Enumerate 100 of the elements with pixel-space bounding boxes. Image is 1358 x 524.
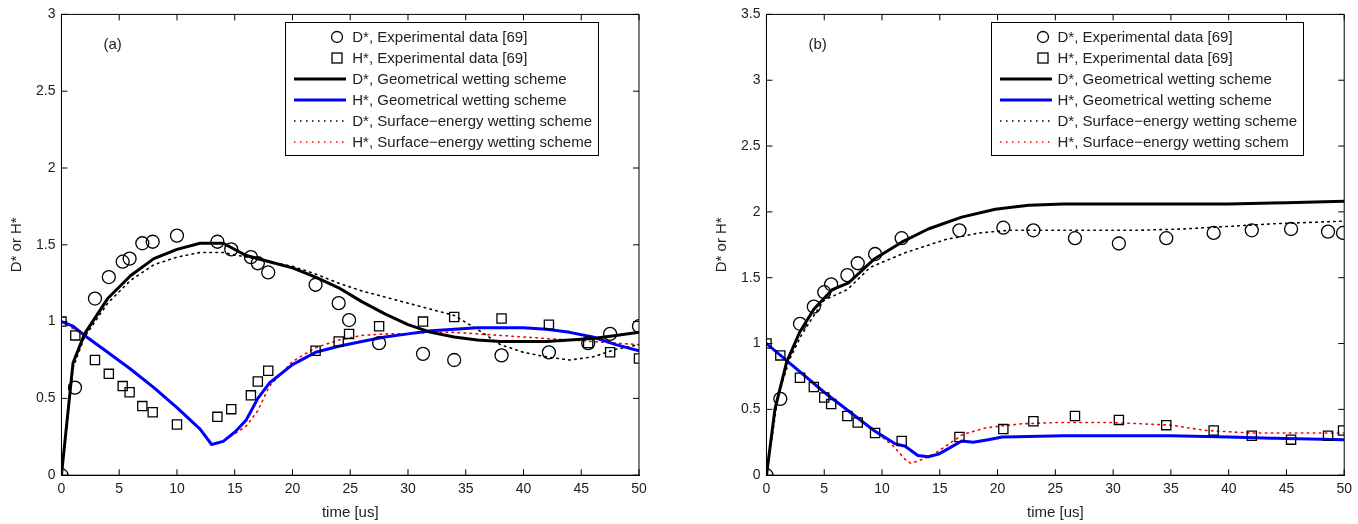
x-tick-label: 5 [820,480,829,497]
legend-label: D*, Surface−energy wetting scheme [352,111,592,132]
y-tick-label: 3.5 [740,5,761,22]
point [135,236,150,251]
y-tick-label: 3 [47,5,56,22]
legend-label: D*, Surface−energy wetting scheme [1057,111,1298,132]
legend-label: H*, Surface−energy wetting scheme [352,132,592,153]
point [226,403,237,415]
point [850,256,865,271]
point [333,336,344,347]
point [70,330,81,341]
point [496,313,507,324]
point [341,312,357,328]
point [89,354,101,366]
point [243,249,259,265]
point [210,234,225,249]
legend-label: D*, Experimental data [69] [1057,27,1233,48]
point [373,320,385,332]
x-tick-label: 45 [573,480,590,497]
point [954,431,965,443]
point [371,335,387,351]
point [448,311,460,323]
point [245,390,257,401]
point [1285,434,1297,445]
point [894,231,909,246]
point [996,220,1011,235]
x-tick-label: 25 [1047,480,1064,497]
point [67,380,83,395]
point [101,269,116,285]
x-tick-label: 15 [932,480,948,497]
legend-label: H*, Surface−energy wetting schem [1057,132,1289,153]
x-tick-label: 30 [1105,480,1122,497]
point [869,427,881,439]
legend-label: D*, Geometrical wetting scheme [1057,69,1272,90]
x-tick-label: 50 [1336,480,1353,497]
point [417,316,429,327]
x-tick-label: 30 [400,480,416,497]
legend-label: H*, Experimental data [69] [352,48,528,69]
point [310,345,321,357]
point [147,406,158,418]
point [604,347,616,358]
point [415,346,431,362]
point [1244,223,1259,238]
point [1026,223,1041,238]
point [262,365,274,376]
point [808,381,820,393]
x-tick-label: 10 [169,480,185,497]
point [1111,236,1127,251]
y-tick-label: 0 [752,466,761,483]
point [1320,224,1336,239]
point [602,326,618,342]
legend-label: H*, Geometrical wetting scheme [352,90,567,111]
point [775,350,786,361]
point [117,380,128,392]
x-tick-label: 25 [342,480,359,497]
point [1113,414,1125,426]
point [250,256,265,271]
x-axis-title: time [us] [1026,503,1084,521]
x-tick-label: 35 [1163,480,1179,497]
point [792,316,808,331]
point [1283,221,1299,237]
y-tick-label: 3 [752,71,761,88]
y-tick-label: 1 [752,334,761,351]
x-tick-label: 35 [457,480,474,497]
point [103,368,115,380]
point [1161,419,1172,431]
point [773,391,788,406]
point [817,285,832,300]
y-tick-label: 2.5 [740,136,761,153]
y-axis-title: D* or H* [712,217,730,273]
legend-label: H*, Experimental data [69] [1057,48,1233,69]
y-tick-label: 2 [752,202,761,219]
point [1159,231,1174,246]
annotation: (b) [808,34,827,52]
point [1206,225,1221,241]
point [852,417,863,428]
y-tick-label: 1.5 [740,268,761,285]
point [224,242,239,257]
y-tick-label: 0 [47,466,56,483]
legend-label: D*, Experimental data [69] [352,27,528,48]
point [952,223,967,238]
point [124,387,135,398]
x-tick-label: 20 [989,480,1006,497]
point [212,411,223,423]
x-axis-title: time [us] [321,503,379,521]
x-tick-label: 5 [115,480,124,497]
point [87,291,103,306]
point [308,277,323,292]
point [543,319,555,330]
point [1246,430,1258,441]
point [494,348,509,363]
point [447,352,462,368]
y-tick-label: 1.5 [35,235,56,252]
legend-label: D*, Geometrical wetting scheme [352,69,567,90]
point [1067,231,1083,246]
point [1069,410,1081,422]
x-tick-label: 45 [1278,480,1295,497]
point [115,254,130,269]
point [137,400,148,412]
x-tick-label: 15 [226,480,243,497]
